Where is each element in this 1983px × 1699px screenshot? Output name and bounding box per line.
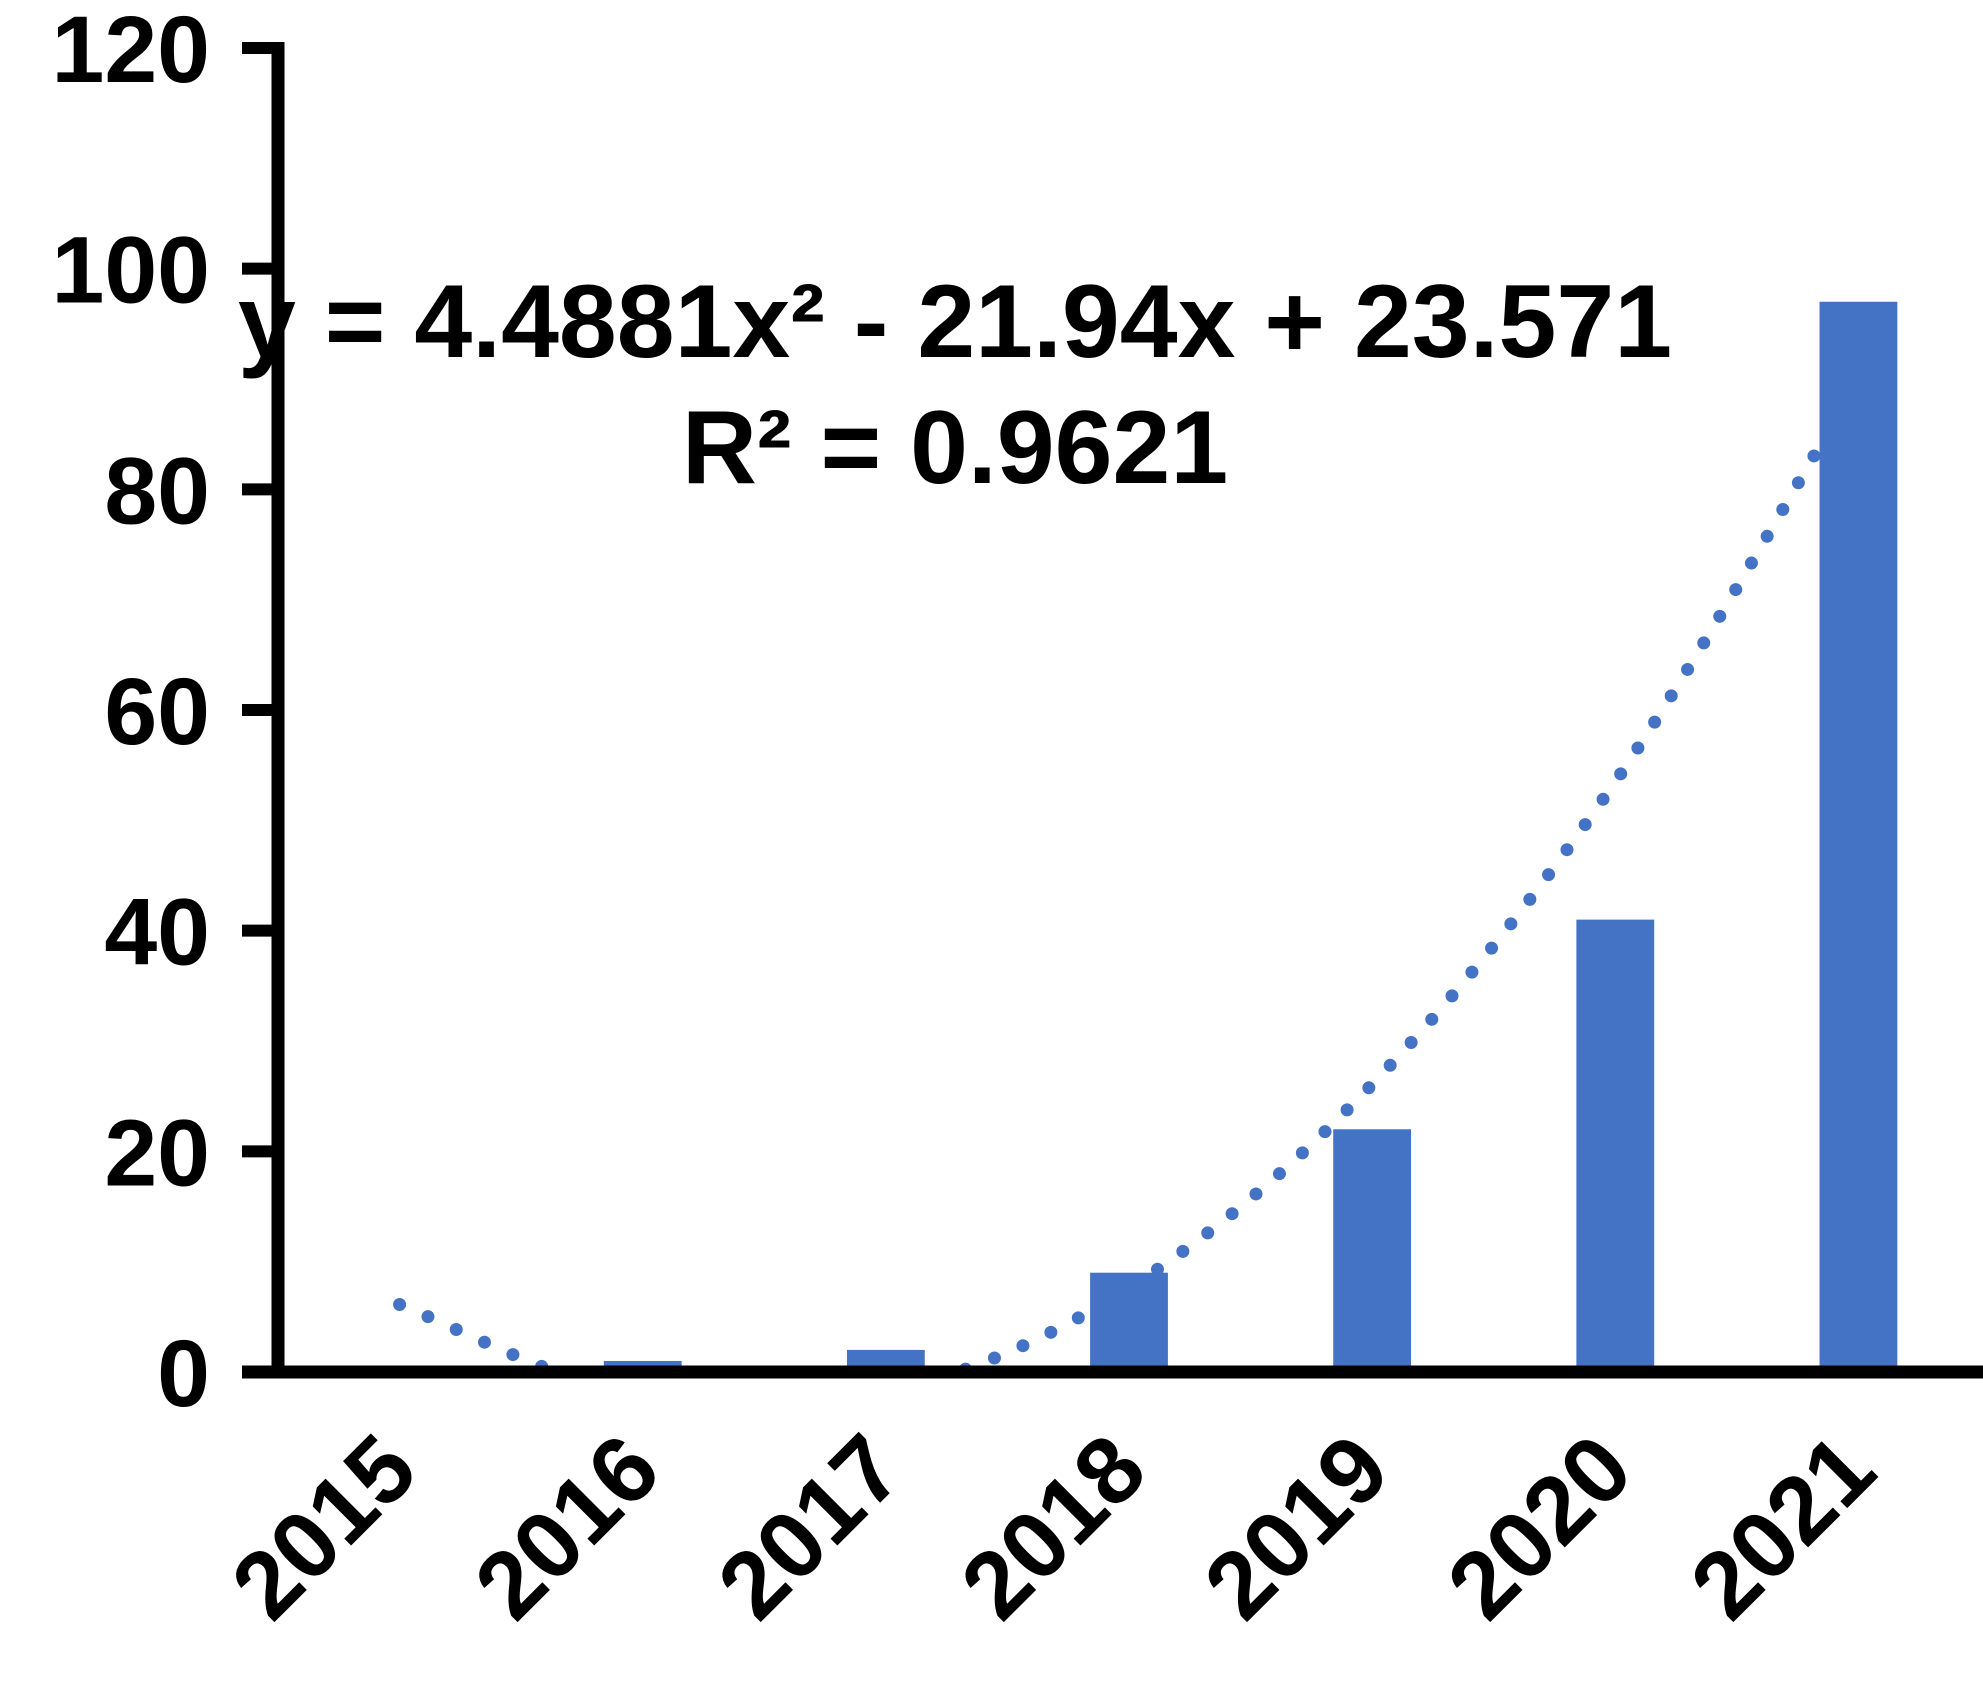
x-tick-label: 2017	[698, 1415, 922, 1639]
y-tick-label: 80	[104, 438, 210, 544]
x-tick-label: 2020	[1428, 1415, 1652, 1639]
y-tick-label: 100	[51, 218, 210, 324]
y-tick-label: 60	[104, 659, 210, 765]
trendline-equation: y = 4.4881x² - 21.94x + 23.571	[238, 264, 1672, 380]
bar	[1819, 301, 1898, 1373]
r-squared: R² = 0.9621	[682, 390, 1228, 506]
y-tick-label: 40	[104, 880, 210, 986]
x-tick-label: 2016	[455, 1415, 679, 1639]
y-tick-label: 120	[51, 0, 210, 103]
bar	[1576, 919, 1655, 1372]
x-tick-label: 2021	[1671, 1415, 1895, 1639]
trendline	[393, 373, 1865, 1372]
y-tick-label: 20	[104, 1100, 210, 1206]
bar	[1333, 1129, 1412, 1372]
x-tick-label: 2018	[941, 1415, 1165, 1639]
y-tick-label: 0	[157, 1321, 210, 1427]
x-tick-label: 2019	[1185, 1415, 1409, 1639]
x-tick-label: 2015	[212, 1415, 436, 1639]
